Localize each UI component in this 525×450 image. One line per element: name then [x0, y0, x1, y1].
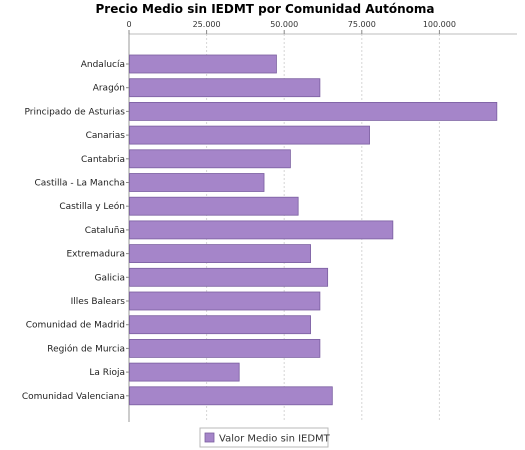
x-tick-label: 75.000 — [348, 20, 376, 29]
chart-title: Precio Medio sin IEDMT por Comunidad Aut… — [96, 2, 435, 16]
category-label: Galicia — [95, 273, 125, 283]
plot-area: 0 25.000 50.000 75.000 100.000 Andalucía Aragó… — [22, 20, 517, 422]
category-label: Andalucía — [81, 60, 125, 70]
category-label: Región de Murcia — [47, 343, 125, 354]
category-label: Illes Balears — [71, 297, 126, 307]
bar — [129, 338, 321, 358]
category-label: Principado de Asturias — [24, 107, 125, 117]
bar — [129, 244, 311, 264]
bar — [129, 196, 299, 216]
category-label: Comunidad Valenciana — [22, 392, 125, 402]
category-label: Extremadura — [67, 250, 126, 260]
bar — [129, 125, 370, 145]
x-tick-label: 50.000 — [270, 20, 298, 29]
bar — [129, 54, 277, 74]
x-tick-label: 25.000 — [193, 20, 221, 29]
category-label: Aragón — [93, 83, 125, 94]
legend: Valor Medio sin IEDMT — [199, 427, 331, 448]
legend-label: Valor Medio sin IEDMT — [219, 434, 331, 445]
bar — [129, 291, 321, 311]
bar — [129, 267, 329, 287]
category-label: La Rioja — [89, 368, 125, 378]
bar — [129, 149, 291, 169]
category-label: Castilla - La Mancha — [34, 179, 125, 189]
x-tick-label: 0 — [126, 20, 131, 29]
x-tick-label: 100.000 — [423, 20, 456, 29]
bar — [129, 102, 498, 121]
category-label: Canarias — [86, 131, 126, 141]
category-label: Cataluña — [85, 226, 125, 236]
bar — [129, 220, 394, 240]
bar — [129, 173, 265, 192]
bar — [129, 386, 333, 406]
bar — [129, 315, 311, 335]
bar — [129, 78, 321, 98]
category-label: Comunidad de Madrid — [26, 321, 125, 331]
category-label: Castilla y León — [59, 201, 125, 212]
category-label: Cantabria — [81, 155, 125, 165]
bar — [129, 362, 240, 382]
legend-swatch — [204, 432, 215, 443]
legend-box — [199, 427, 329, 448]
